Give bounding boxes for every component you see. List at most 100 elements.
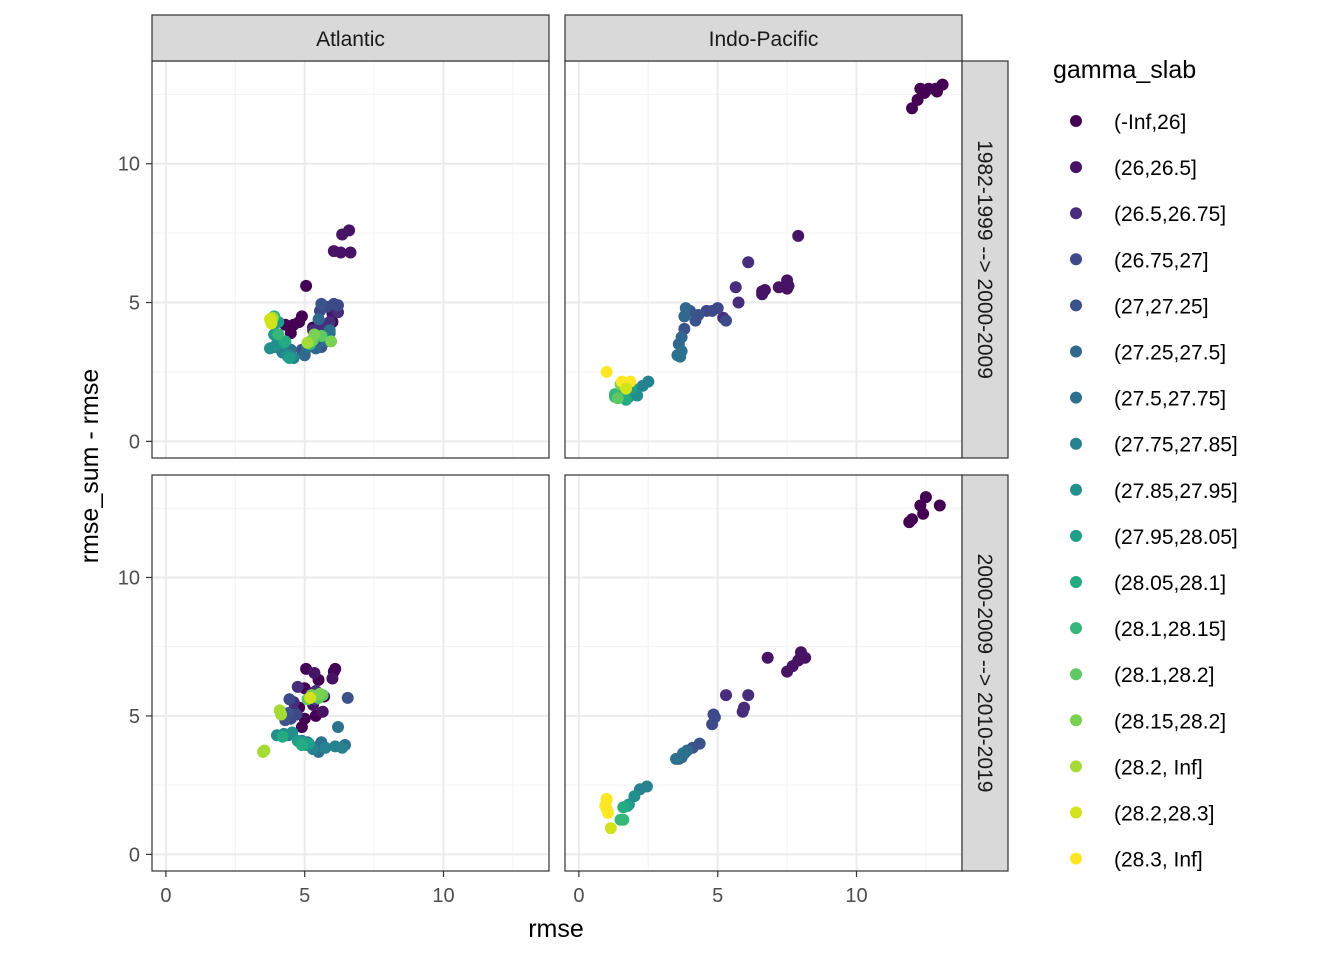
data-point xyxy=(933,499,946,512)
data-point xyxy=(344,246,357,259)
data-point xyxy=(265,317,278,330)
data-point xyxy=(319,741,332,754)
data-point xyxy=(332,299,345,312)
panel-1-1 xyxy=(564,474,963,872)
data-point xyxy=(617,801,630,814)
data-point xyxy=(738,701,751,714)
y-axis-title: rmse_sum - rmse xyxy=(76,369,104,563)
x-tick-label: 0 xyxy=(160,885,171,907)
panel-0-1 xyxy=(564,60,963,459)
column-strip-label: Indo-Pacific xyxy=(709,28,819,51)
data-point xyxy=(914,499,927,512)
data-point xyxy=(678,310,691,323)
legend-key xyxy=(1070,668,1082,681)
row-strip-label: 2000-2009 --> 2010-2019 xyxy=(973,554,996,793)
legend-key xyxy=(1070,207,1082,220)
data-point xyxy=(308,667,321,679)
legend-label: (-Inf,26] xyxy=(1114,111,1186,134)
data-point xyxy=(611,392,624,405)
data-point xyxy=(720,314,733,327)
column-strip-label: Atlantic xyxy=(316,28,385,51)
legend-key xyxy=(1070,345,1082,358)
data-point xyxy=(276,730,289,743)
data-point xyxy=(742,689,755,702)
panel-border xyxy=(151,474,550,872)
y-tick-label: 10 xyxy=(118,567,140,589)
data-point xyxy=(671,349,684,362)
legend-label: (27.85,27.95] xyxy=(1114,480,1238,503)
data-point xyxy=(304,691,317,704)
data-point xyxy=(931,85,944,98)
data-point xyxy=(729,281,742,294)
data-point xyxy=(283,352,296,365)
data-point xyxy=(799,651,812,664)
legend-label: (27.95,28.05] xyxy=(1114,526,1238,549)
legend-key xyxy=(1070,299,1082,312)
data-point xyxy=(720,689,733,702)
data-point xyxy=(600,365,613,378)
legend-key xyxy=(1070,622,1082,635)
data-point xyxy=(617,813,630,826)
legend-label: (28.3, Inf] xyxy=(1114,849,1203,872)
legend-key xyxy=(1070,161,1082,174)
data-point xyxy=(332,721,345,733)
data-point xyxy=(792,229,805,242)
data-point xyxy=(600,793,613,805)
data-point xyxy=(781,665,794,678)
legend-key xyxy=(1070,852,1082,865)
legend-label: (27.75,27.85] xyxy=(1114,434,1238,457)
data-point xyxy=(343,224,356,237)
data-point xyxy=(341,691,354,704)
y-tick-label: 5 xyxy=(129,706,140,728)
data-point xyxy=(326,672,339,685)
data-point xyxy=(732,296,745,309)
y-tick-label: 0 xyxy=(129,431,140,453)
x-tick-label: 0 xyxy=(573,885,584,907)
row-strip-label: 1982-1999 --> 2000-2009 xyxy=(973,140,996,379)
row-strip xyxy=(961,474,1009,872)
data-point xyxy=(689,314,702,327)
legend-key xyxy=(1070,483,1082,496)
x-tick-label: 5 xyxy=(712,885,723,907)
data-point xyxy=(323,315,336,328)
data-point xyxy=(706,304,719,317)
data-point xyxy=(642,375,655,388)
legend-label: (26.5,26.75] xyxy=(1114,203,1226,226)
legend-key xyxy=(1070,437,1082,450)
legend-key xyxy=(1070,253,1082,266)
data-point xyxy=(604,822,617,835)
data-point xyxy=(772,281,785,294)
legend-label: (28.05,28.1] xyxy=(1114,572,1226,595)
data-point xyxy=(761,651,774,664)
axes-layer: 0 5 10 0 5 10 0 5 10 0 5 10 xyxy=(118,154,868,907)
data-point xyxy=(620,382,633,395)
data-point xyxy=(906,513,919,526)
data-point xyxy=(293,315,306,328)
data-point xyxy=(308,328,321,341)
panel-background xyxy=(152,61,549,458)
data-point xyxy=(334,246,347,259)
legend-label: (26.75,27] xyxy=(1114,249,1209,272)
data-point xyxy=(906,102,919,115)
legend-key xyxy=(1070,115,1082,127)
data-point xyxy=(316,705,329,718)
y-tick-label: 10 xyxy=(118,154,140,176)
row-strip xyxy=(961,60,1009,459)
data-point xyxy=(312,313,325,326)
legend-key xyxy=(1070,806,1082,819)
legend-label: (27,27.25] xyxy=(1114,295,1209,318)
legend-label: (27.5,27.75] xyxy=(1114,388,1226,411)
data-point xyxy=(295,739,308,751)
data-point xyxy=(275,708,288,721)
y-tick-label: 5 xyxy=(129,293,140,315)
data-point xyxy=(283,693,296,706)
panel-1-0 xyxy=(151,474,550,872)
legend-label: (28.15,28.2] xyxy=(1114,710,1226,733)
data-point xyxy=(602,806,615,819)
data-point xyxy=(670,752,683,765)
panels-layer xyxy=(151,60,963,872)
strips-layer: Atlantic Indo-Pacific 1982-1999 --> 2000-2… xyxy=(151,14,1009,872)
legend-label: (28.2,28.3] xyxy=(1114,803,1214,826)
data-point xyxy=(914,82,927,95)
